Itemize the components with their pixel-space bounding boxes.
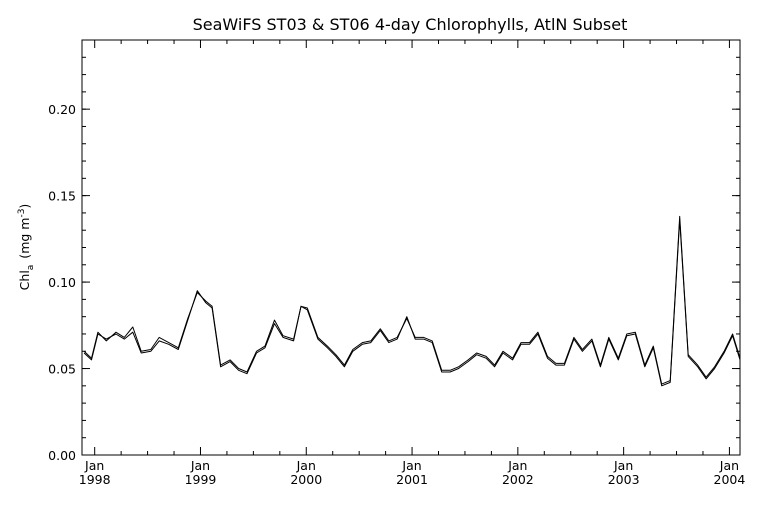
y-axis-label-subscript: a [26,265,36,271]
x-tick-month: Jan [84,458,104,473]
x-tick-month: Jan [719,458,739,473]
series-line-2 [83,219,741,387]
x-axis: Jan1998Jan1999Jan2000Jan2001Jan2002Jan20… [79,40,746,487]
x-tick-month: Jan [613,458,633,473]
x-tick-month: Jan [401,458,421,473]
y-axis-label-symbol: Chl [17,270,32,290]
chart-title: SeaWiFS ST03 & ST06 4-day Chlorophylls, … [193,15,628,34]
x-tick-year: 1999 [185,472,217,487]
y-tick-label: 0.10 [48,275,76,290]
x-tick-year: 2004 [714,472,746,487]
series-group [83,215,741,387]
x-tick-year: 1998 [79,472,111,487]
x-tick-year: 2001 [396,472,428,487]
y-axis-label-units: (mg m [17,218,32,259]
y-tick-label: 0.15 [48,189,76,204]
y-axis-label: Chla (mg m-3) [17,204,36,291]
plot-frame [81,39,741,456]
x-tick-year: 2000 [290,472,322,487]
y-axis-label-units-close: ) [17,204,32,209]
x-tick-month: Jan [507,458,527,473]
y-axis: 0.00 0.05 0.10 0.15 0.20 [48,39,740,463]
x-tick-year: 2003 [608,472,640,487]
y-tick-label: 0.00 [48,448,76,463]
x-tick-year: 2002 [502,472,534,487]
x-tick-month: Jan [296,458,316,473]
y-tick-label: 0.20 [48,102,76,117]
series-line-1 [83,215,741,385]
x-tick-month: Jan [190,458,210,473]
y-axis-label-units-exponent: -3 [17,209,27,218]
y-tick-label: 0.05 [48,362,76,377]
